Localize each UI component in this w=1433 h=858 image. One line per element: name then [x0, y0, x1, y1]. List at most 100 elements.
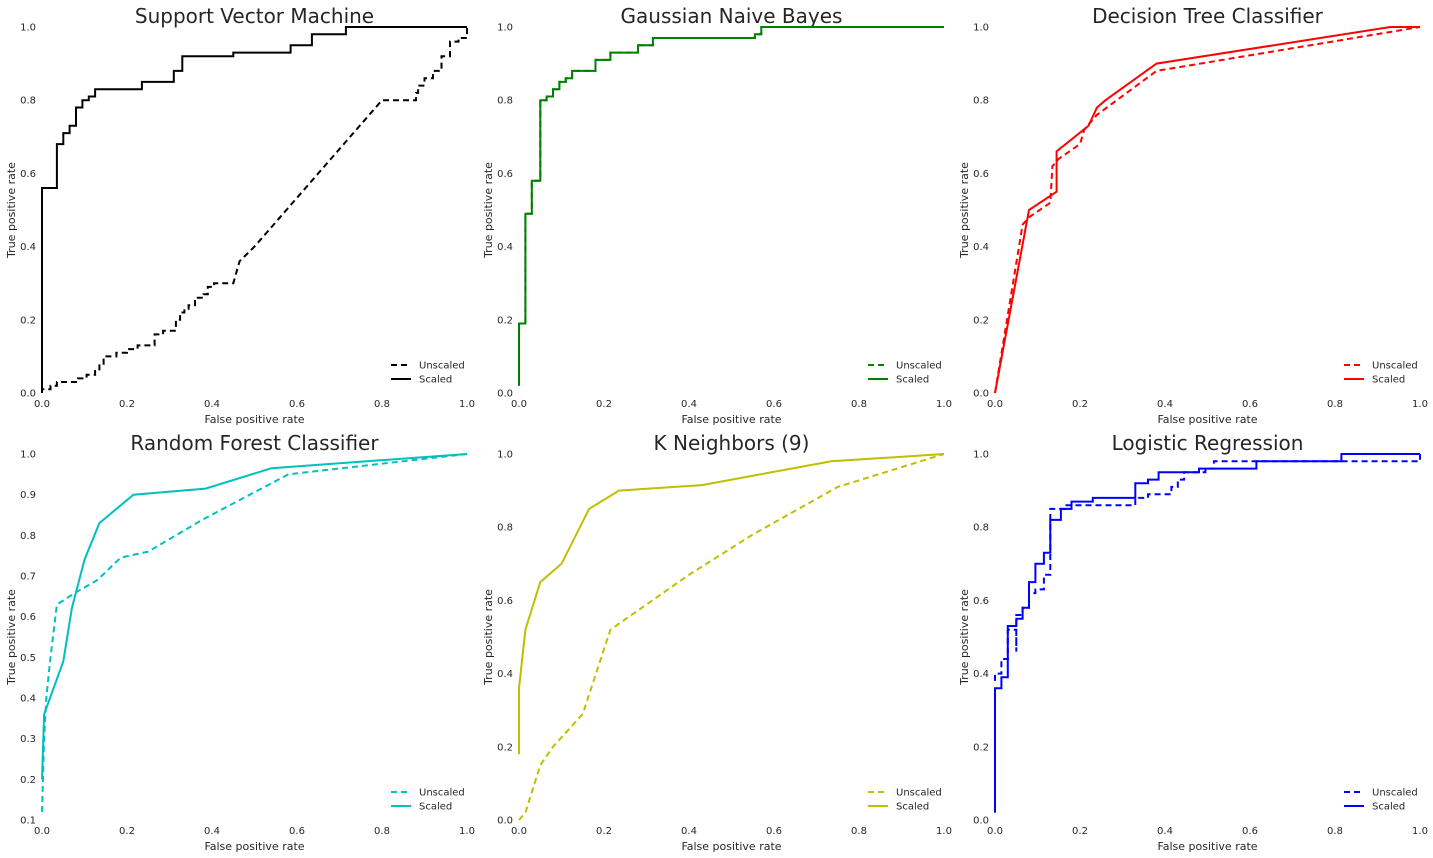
legend-label: Scaled — [1372, 802, 1405, 813]
x-tick-label: 1.0 — [1412, 826, 1428, 837]
scaled-series-line — [518, 26, 944, 386]
y-tick-label: 0.6 — [973, 596, 989, 607]
chart-title: Logistic Regression — [1112, 431, 1304, 455]
x-tick-label: 0.2 — [596, 399, 612, 410]
y-tick-label: 0.4 — [973, 669, 989, 680]
y-tick-label: 0.2 — [973, 315, 989, 326]
chart-title: K Neighbors (9) — [654, 431, 810, 455]
x-tick-label: 0.4 — [681, 399, 697, 410]
legend-label: Scaled — [419, 802, 452, 813]
x-axis-label: False positive rate — [1157, 413, 1257, 426]
x-tick-label: 1.0 — [1412, 399, 1428, 410]
legend-label: Unscaled — [896, 361, 942, 372]
x-tick-label: 0.4 — [204, 826, 220, 837]
y-tick-label: 0.2 — [497, 742, 513, 753]
y-tick-label: 0.6 — [973, 169, 989, 180]
y-tick-label: 0.1 — [20, 816, 36, 827]
y-axis-label: True positive rate — [5, 162, 18, 259]
y-tick-label: 0.8 — [20, 96, 36, 107]
legend-label: Scaled — [896, 375, 929, 386]
scaled-series-line — [994, 26, 1420, 394]
x-tick-label: 0.0 — [987, 399, 1003, 410]
legend-label: Scaled — [896, 802, 929, 813]
y-axis-label: True positive rate — [958, 589, 971, 686]
subplot: Logistic Regression 0.0 0.2 0.4 0.6 0.8 1.0 0.0… — [958, 431, 1428, 853]
x-tick-label: 0.0 — [511, 399, 527, 410]
y-axis-label: True positive rate — [482, 589, 495, 686]
x-axis-label: False positive rate — [204, 413, 304, 426]
x-tick-label: 0.4 — [204, 399, 220, 410]
y-tick-label: 0.5 — [20, 653, 36, 664]
subplot: Support Vector Machine 0.0 0.2 0.4 0.6 0.8 1.0… — [5, 4, 475, 426]
x-tick-label: 0.4 — [1157, 826, 1173, 837]
x-tick-label: 0.2 — [119, 399, 135, 410]
y-tick-label: 1.0 — [20, 23, 36, 34]
y-tick-label: 1.0 — [973, 23, 989, 34]
y-tick-label: 0.6 — [497, 596, 513, 607]
x-tick-label: 0.0 — [987, 826, 1003, 837]
x-tick-label: 0.2 — [1072, 399, 1088, 410]
y-tick-label: 1.0 — [973, 450, 989, 461]
x-tick-label: 0.8 — [1327, 826, 1343, 837]
unscaled-series-line — [994, 454, 1421, 681]
legend-label: Unscaled — [419, 788, 465, 799]
x-axis-label: False positive rate — [681, 413, 781, 426]
x-tick-label: 0.8 — [374, 399, 390, 410]
y-axis-label: True positive rate — [5, 589, 18, 686]
x-tick-label: 1.0 — [459, 399, 475, 410]
x-tick-label: 0.6 — [289, 399, 305, 410]
y-tick-label: 0.4 — [497, 669, 513, 680]
y-tick-label: 1.0 — [497, 450, 513, 461]
chart-title: Random Forest Classifier — [130, 431, 379, 455]
legend-label: Unscaled — [896, 788, 942, 799]
legend-label: Unscaled — [419, 361, 465, 372]
x-axis-label: False positive rate — [1157, 840, 1257, 853]
y-tick-label: 0.3 — [20, 734, 36, 745]
scaled-series-line — [518, 453, 945, 755]
y-tick-label: 0.2 — [20, 315, 36, 326]
y-tick-label: 0.0 — [20, 389, 36, 400]
subplot: Gaussian Naive Bayes 0.0 0.2 0.4 0.6 0.8 1.0 0.… — [482, 4, 952, 426]
x-tick-label: 0.6 — [289, 826, 305, 837]
x-tick-label: 0.4 — [1157, 399, 1173, 410]
legend-label: Unscaled — [1372, 361, 1418, 372]
y-tick-label: 0.8 — [497, 96, 513, 107]
legend-label: Unscaled — [1372, 788, 1418, 799]
y-tick-label: 0.0 — [973, 389, 989, 400]
y-tick-label: 0.8 — [497, 523, 513, 534]
chart-title: Support Vector Machine — [135, 4, 374, 28]
y-tick-label: 1.0 — [497, 23, 513, 34]
y-tick-label: 0.2 — [20, 775, 36, 786]
y-tick-label: 0.8 — [973, 523, 989, 534]
x-tick-label: 1.0 — [459, 826, 475, 837]
y-tick-label: 0.7 — [20, 572, 36, 583]
y-tick-label: 0.6 — [497, 169, 513, 180]
x-tick-label: 0.8 — [374, 826, 390, 837]
x-tick-label: 1.0 — [936, 399, 952, 410]
x-tick-label: 0.2 — [596, 826, 612, 837]
x-tick-label: 0.8 — [1327, 399, 1343, 410]
x-tick-label: 0.6 — [1242, 826, 1258, 837]
y-tick-label: 0.9 — [20, 490, 36, 501]
x-tick-label: 0.6 — [766, 399, 782, 410]
y-tick-label: 0.0 — [497, 389, 513, 400]
x-tick-label: 0.4 — [681, 826, 697, 837]
unscaled-series-line — [994, 26, 1421, 394]
y-tick-label: 0.8 — [20, 531, 36, 542]
x-tick-label: 0.6 — [766, 826, 782, 837]
x-tick-label: 0.8 — [851, 399, 867, 410]
y-tick-label: 1.0 — [20, 450, 36, 461]
x-tick-label: 0.0 — [34, 826, 50, 837]
legend-label: Scaled — [1372, 375, 1405, 386]
y-tick-label: 0.2 — [973, 742, 989, 753]
y-tick-label: 0.8 — [973, 96, 989, 107]
y-tick-label: 0.4 — [497, 242, 513, 253]
y-tick-label: 0.6 — [20, 169, 36, 180]
x-tick-label: 0.2 — [1072, 826, 1088, 837]
y-tick-label: 0.2 — [497, 315, 513, 326]
x-tick-label: 0.6 — [1242, 399, 1258, 410]
y-tick-label: 0.0 — [973, 816, 989, 827]
x-tick-label: 0.0 — [34, 399, 50, 410]
unscaled-series-line — [41, 27, 468, 393]
x-tick-label: 1.0 — [936, 826, 952, 837]
